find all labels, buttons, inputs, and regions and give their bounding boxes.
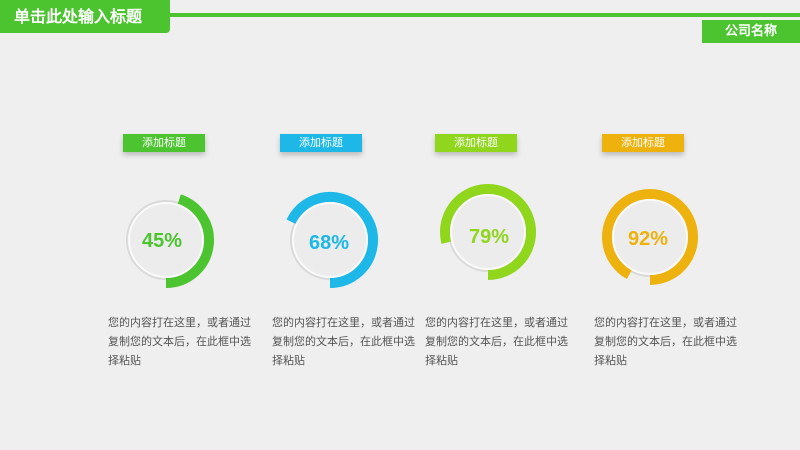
item-title-pill[interactable]: 添加标题 (123, 134, 205, 152)
percent-label: 79% (469, 226, 509, 248)
progress-ring: 92% (602, 189, 698, 285)
item-title-pill[interactable]: 添加标题 (435, 134, 517, 152)
item-description: 您的内容打在这里，或者通过复制您的文本后，在此框中选择粘贴 (425, 316, 568, 367)
company-name: 公司名称 (702, 20, 800, 43)
progress-ring: 79% (440, 184, 536, 280)
percent-label: 45% (142, 230, 182, 252)
progress-item-3: 添加标题 79% 您的内容打在这里，或者通过复制您的文本后，在此框中选择粘贴 (425, 130, 575, 380)
progress-arc (286, 192, 378, 288)
ring-center (450, 194, 526, 270)
progress-item-4: 添加标题 92% 您的内容打在这里，或者通过复制您的文本后，在此框中选择粘贴 (594, 130, 744, 380)
progress-ring: 68% (286, 192, 378, 288)
item-description: 您的内容打在这里，或者通过复制您的文本后，在此框中选择粘贴 (272, 316, 415, 367)
item-title-pill[interactable]: 添加标题 (602, 134, 684, 152)
percent-label: 68% (309, 232, 349, 254)
progress-item-1: 添加标题 45% 您的内容打在这里，或者通过复制您的文本后，在此框中选择粘贴 (108, 130, 258, 380)
ring-center (292, 202, 368, 278)
progress-ring: 45% (126, 194, 214, 288)
item-title-pill[interactable]: 添加标题 (280, 134, 362, 152)
progress-arc (165, 194, 214, 288)
ring-center (612, 199, 688, 275)
item-description: 您的内容打在这里，或者通过复制您的文本后，在此框中选择粘贴 (594, 316, 737, 367)
percent-label: 92% (628, 228, 668, 250)
item-description: 您的内容打在这里，或者通过复制您的文本后，在此框中选择粘贴 (108, 316, 251, 367)
ring-center (128, 202, 204, 278)
progress-item-2: 添加标题 68% 您的内容打在这里，或者通过复制您的文本后，在此框中选择粘贴 (272, 130, 422, 380)
page-title[interactable]: 单击此处输入标题 (0, 0, 170, 33)
title-divider-line (170, 13, 800, 17)
progress-arc (440, 184, 536, 280)
progress-arc (602, 189, 698, 285)
